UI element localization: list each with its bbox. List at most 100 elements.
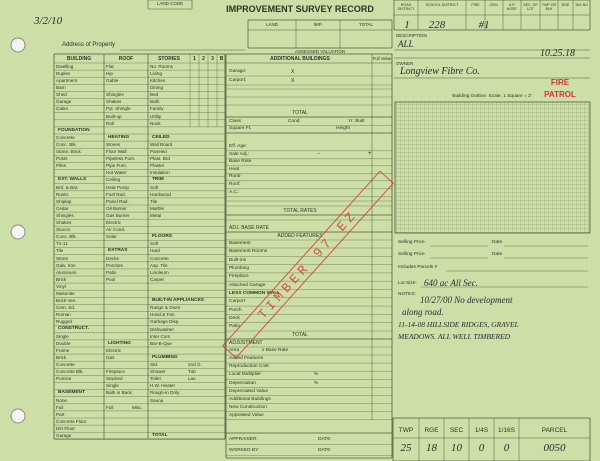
valuation-caption: ASSESSED VALUATION	[294, 49, 346, 55]
feature-label: Basement	[229, 241, 251, 247]
adjustment-label: Added Features	[229, 356, 264, 362]
checklist-item: Full	[106, 404, 114, 410]
area-suffix: x Base Rate	[262, 348, 289, 354]
section-title: BUILT-IN APPLIANCES	[152, 298, 204, 304]
parcel-header: RGE	[424, 427, 439, 435]
class-label: Cond.	[288, 119, 301, 125]
class-label: Yr. Built	[348, 119, 365, 125]
feature-label: LESS COMMON WALL	[229, 290, 281, 296]
checklist-item: Shingles	[56, 212, 74, 218]
punch-hole	[10, 408, 26, 424]
column-header: BUILDING	[66, 55, 92, 62]
land-code: LAND CODE	[156, 1, 184, 7]
outline-grid	[394, 101, 591, 234]
checklist-item: Single	[106, 383, 119, 389]
checklist-item: Ceiling	[106, 177, 121, 183]
checklist-item: Rugged	[56, 319, 73, 325]
parcels-label: Includes Parcels #	[398, 265, 438, 271]
district-header: TAX NO	[574, 3, 589, 8]
checklist-item: Hard	[150, 248, 160, 254]
checklist-item: Concrete	[56, 362, 75, 368]
feature-label: Attached Garage	[229, 282, 266, 288]
checklist-item: Dishwasher	[150, 326, 174, 332]
checklist-item: Asp. Tile	[150, 262, 168, 268]
section-title: PLUMBING	[152, 354, 178, 360]
parcel-value: 25	[400, 442, 412, 455]
checklist-item: Hot Water	[106, 170, 127, 176]
checklist-item: Concrete	[150, 255, 169, 261]
note-line: 10/27/00 No development	[420, 294, 513, 305]
checklist-item: Brick Ven.	[56, 298, 77, 304]
district-entry: #1	[478, 19, 490, 32]
rate-label: Sale Adj.:	[229, 152, 250, 158]
parcel-header: 1/16S	[498, 427, 515, 435]
survey-date: 10.25.18	[540, 48, 575, 59]
story-column: B	[219, 55, 224, 62]
checklist-item: Bar-B-Que	[150, 340, 172, 346]
checklist-item: Pyt. Shingle	[106, 106, 131, 112]
adjustment-label: Reproduction Cost	[229, 364, 269, 370]
checklist-item: Toilet	[150, 376, 161, 382]
checklist-item: Rustic	[56, 191, 69, 197]
checklist-item: Cem. Sd.	[56, 305, 76, 311]
checklist-item: Hip	[106, 70, 113, 76]
checklist-item: Concrete Floor	[56, 418, 87, 424]
feature-label: Built-ins	[229, 257, 247, 263]
checklist-item: Living	[150, 70, 163, 76]
checklist-item: Pipeless Furn.	[106, 156, 136, 162]
checklist-item: Std.	[150, 362, 159, 368]
checklist-item: Shower	[150, 369, 166, 375]
parcel-header: PARCEL	[541, 427, 568, 435]
checklist-item: Solar	[106, 234, 117, 240]
checklist-item: Flat	[106, 63, 114, 69]
checklist-item: Panel Rad.	[106, 198, 129, 204]
checklist-item: Frame	[56, 347, 70, 353]
rate-label: Heat	[229, 167, 240, 173]
checklist-item: Built-up	[106, 113, 122, 119]
checklist-item: Paneled	[150, 149, 167, 155]
section-title: CEILED	[152, 134, 170, 140]
handwritten-date: 3/2/10	[34, 15, 63, 28]
signature-label: APPRAISER:	[229, 437, 258, 443]
checklist-item: Tile	[56, 248, 64, 254]
percent-sign: %	[314, 380, 319, 386]
checklist-item: T1-11	[56, 241, 68, 247]
checklist-item: Inter Com	[150, 333, 171, 339]
district-header: ROAD DISTRICT	[397, 3, 415, 12]
note-line: MEADOWS. ALL WELL TIMBERED	[398, 331, 511, 341]
section-title: TRIM	[152, 177, 164, 183]
rate-label: A.C.:	[229, 190, 240, 196]
checklist-item: Aluminum	[56, 269, 77, 275]
checklist-item: Vinyl	[56, 283, 66, 289]
checklist-item: Concrete	[56, 134, 75, 140]
checklist-item: Posts	[56, 156, 68, 162]
checklist-item: Air Cond.	[106, 227, 126, 233]
form-title: IMPROVEMENT SURVEY RECORD	[226, 3, 374, 14]
feature-label: Basement Rooms	[229, 249, 268, 255]
checklist-item: Lav.	[188, 376, 197, 382]
total-label: TOTAL RATES	[283, 208, 317, 214]
column-header: Full Value	[372, 55, 392, 61]
notes-label: NOTES:	[398, 292, 416, 298]
section-title: FLOORS	[152, 234, 172, 240]
checklist-item: Electric	[106, 347, 122, 353]
checklist-item: Range & Oven	[150, 305, 181, 311]
district-header: A.P. HOSP.	[506, 3, 518, 12]
checklist-item: Stone	[56, 255, 69, 261]
parcel-value: 10	[451, 442, 462, 455]
building-label: Carport:	[229, 78, 247, 84]
district-header: CEM.	[489, 3, 499, 8]
checklist-item: Duplex	[56, 70, 71, 76]
fire-patrol: FIRE	[550, 78, 570, 88]
date-label: DATE	[318, 437, 331, 443]
checklist-item: Apartment	[56, 78, 78, 84]
checklist-item: Family	[150, 106, 164, 112]
district-header: TWP OR BLK	[541, 3, 557, 12]
address-label: Address of Property	[62, 42, 116, 49]
note-line: 11-14-08 HILLSIDE RIDGES, GRAVEL	[398, 319, 519, 329]
checklist-item: Stoves	[106, 141, 121, 147]
checklist-item: Plaster	[150, 163, 165, 169]
checklist-item: Soft	[150, 241, 159, 247]
